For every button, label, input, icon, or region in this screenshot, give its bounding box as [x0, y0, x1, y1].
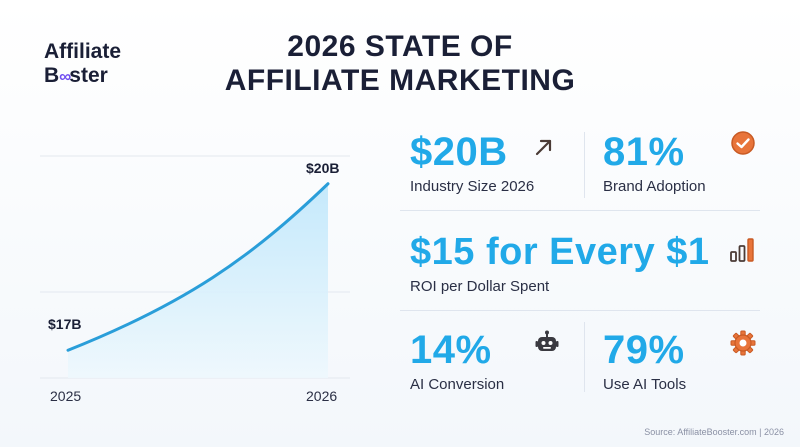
logo: Affiliate B∞ster — [44, 40, 121, 89]
page-title: 2026 STATE OF AFFILIATE MARKETING — [215, 30, 585, 98]
divider-horizontal-2 — [400, 310, 760, 311]
stat-roi: $15 for Every $1 ROI per Dollar Spent — [410, 230, 710, 295]
stat-value: 79% — [603, 328, 685, 372]
series-line — [66, 182, 330, 352]
logo-line-2: B∞ster — [44, 64, 108, 87]
divider-vertical-bottom — [584, 322, 585, 392]
area-fill — [68, 183, 328, 378]
stat-ai-tools: 79% Use AI Tools — [603, 328, 686, 393]
data-label-2025: $17B — [48, 316, 82, 333]
stat-brand-adoption: 81% Brand Adoption — [603, 130, 706, 195]
stat-caption: Industry Size 2026 — [410, 178, 535, 195]
divider-vertical-top — [584, 132, 585, 198]
stat-value: 14% — [410, 328, 492, 372]
x-tick-2025: 2025 — [50, 388, 82, 404]
bar-chart-icon — [730, 238, 754, 262]
logo-line-1: Affiliate — [44, 40, 122, 63]
source-footer: Source: AffiliateBooster.com | 2026 — [644, 427, 784, 437]
stat-value: $20B — [410, 130, 508, 174]
stat-caption: Use AI Tools — [603, 376, 687, 393]
infinity-icon: ∞ — [59, 67, 71, 86]
stat-caption: ROI per Dollar Spent — [410, 278, 550, 295]
stat-ai-conversion: 14% AI Conversion — [410, 328, 504, 393]
stat-value: 81% — [603, 130, 685, 174]
stat-value: $15 for Every $1 — [410, 231, 710, 273]
growth-chart: $17B $20B 2025 2026 — [0, 120, 380, 420]
arrow-up-right-icon — [535, 139, 552, 156]
check-circle-icon — [731, 131, 755, 155]
title-line-2: AFFILIATE MARKETING — [224, 64, 576, 97]
stat-caption: Brand Adoption — [603, 178, 706, 195]
gear-icon — [730, 330, 756, 356]
data-label-2026: $20B — [306, 159, 340, 176]
title-line-1: 2026 STATE OF — [287, 30, 513, 63]
x-tick-2026: 2026 — [306, 388, 338, 404]
robot-icon — [535, 330, 559, 351]
stat-industry-size: $20B Industry Size 2026 — [410, 130, 534, 195]
stat-caption: AI Conversion — [410, 376, 505, 393]
divider-horizontal-1 — [400, 210, 760, 211]
growth-chart-svg — [40, 155, 350, 379]
